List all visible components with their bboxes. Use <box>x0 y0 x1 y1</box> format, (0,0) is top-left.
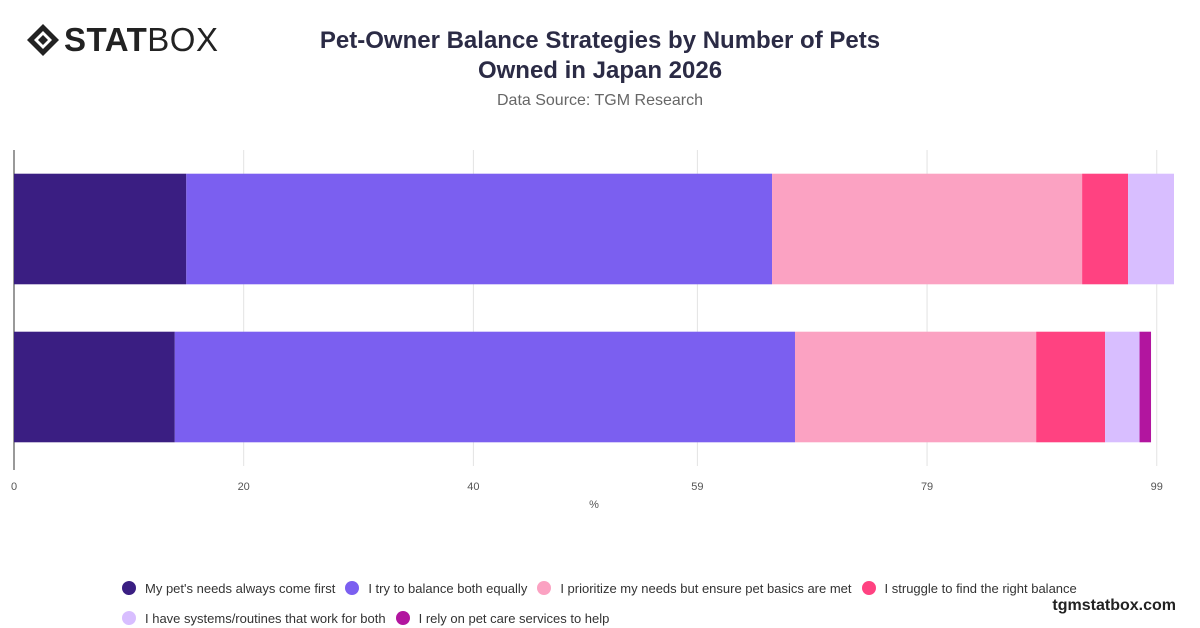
bar-segment <box>1105 331 1140 443</box>
x-tick-label: 20 <box>238 481 250 493</box>
chart-title-line1: Pet-Owner Balance Strategies by Number o… <box>319 27 881 54</box>
chart-title: Pet-Owner Balance Strategies by Number o… <box>300 26 900 86</box>
legend-swatch-icon <box>395 611 410 625</box>
legend-item[interactable]: I try to balance both equally <box>345 580 527 596</box>
legend-item[interactable]: I struggle to find the right balance <box>861 580 1077 596</box>
legend-label: I prioritize my needs but ensure pet bas… <box>560 580 852 596</box>
x-tick-label: 40 <box>467 481 479 493</box>
legend-label: I rely on pet care services to help <box>418 610 610 626</box>
legend-swatch-icon <box>861 581 876 595</box>
legend-label: I try to balance both equally <box>368 580 528 596</box>
legend-label: I struggle to find the right balance <box>884 580 1077 596</box>
legend-item[interactable]: I have systems/routines that work for bo… <box>122 610 386 626</box>
watermark: tgmstatbox.com <box>1052 597 1176 614</box>
diamond-logo-icon <box>27 24 59 56</box>
chart-subtitle: Data Source: TGM Research <box>496 92 703 109</box>
legend-swatch-icon <box>122 581 136 595</box>
bar-segment <box>1036 331 1106 443</box>
logo-text-bold: STAT <box>64 21 148 58</box>
chart-legend: My pet's needs always come first I try to… <box>122 580 1112 626</box>
logo-text: STATBOX <box>64 22 218 58</box>
bar-segment <box>174 331 795 443</box>
bar-segment <box>794 331 1037 443</box>
x-tick-label: 59 <box>691 481 703 493</box>
bar-segment <box>1139 331 1152 443</box>
bar-segment <box>14 173 187 285</box>
x-tick-label: 99 <box>1151 481 1163 493</box>
chart-title-line2: Owned in Japan 2026 <box>477 57 723 84</box>
legend-label: I have systems/routines that work for bo… <box>145 610 386 626</box>
bar-segment <box>1082 173 1129 285</box>
legend-swatch-icon <box>345 581 360 595</box>
statbox-logo: STATBOX <box>26 22 218 58</box>
logo-text-light: BOX <box>147 21 219 58</box>
legend-item[interactable]: My pet's needs always come first <box>122 580 335 596</box>
legend-item[interactable]: I rely on pet care services to help <box>395 610 610 626</box>
bar-segment <box>1128 173 1174 285</box>
legend-swatch-icon <box>537 581 552 595</box>
bar-segment <box>772 173 1083 285</box>
legend-swatch-icon <box>122 611 136 625</box>
x-tick-label: 79 <box>921 481 933 493</box>
x-axis-label: % <box>589 499 599 511</box>
bar-segment <box>14 331 175 443</box>
stacked-bar-chart: 0 20 40 59 79 99% <box>11 150 1174 511</box>
bar-segment <box>186 173 773 285</box>
legend-item[interactable]: I prioritize my needs but ensure pet bas… <box>537 580 852 596</box>
legend-label: My pet's needs always come first <box>145 580 336 596</box>
x-tick-label: 0 <box>11 481 17 493</box>
